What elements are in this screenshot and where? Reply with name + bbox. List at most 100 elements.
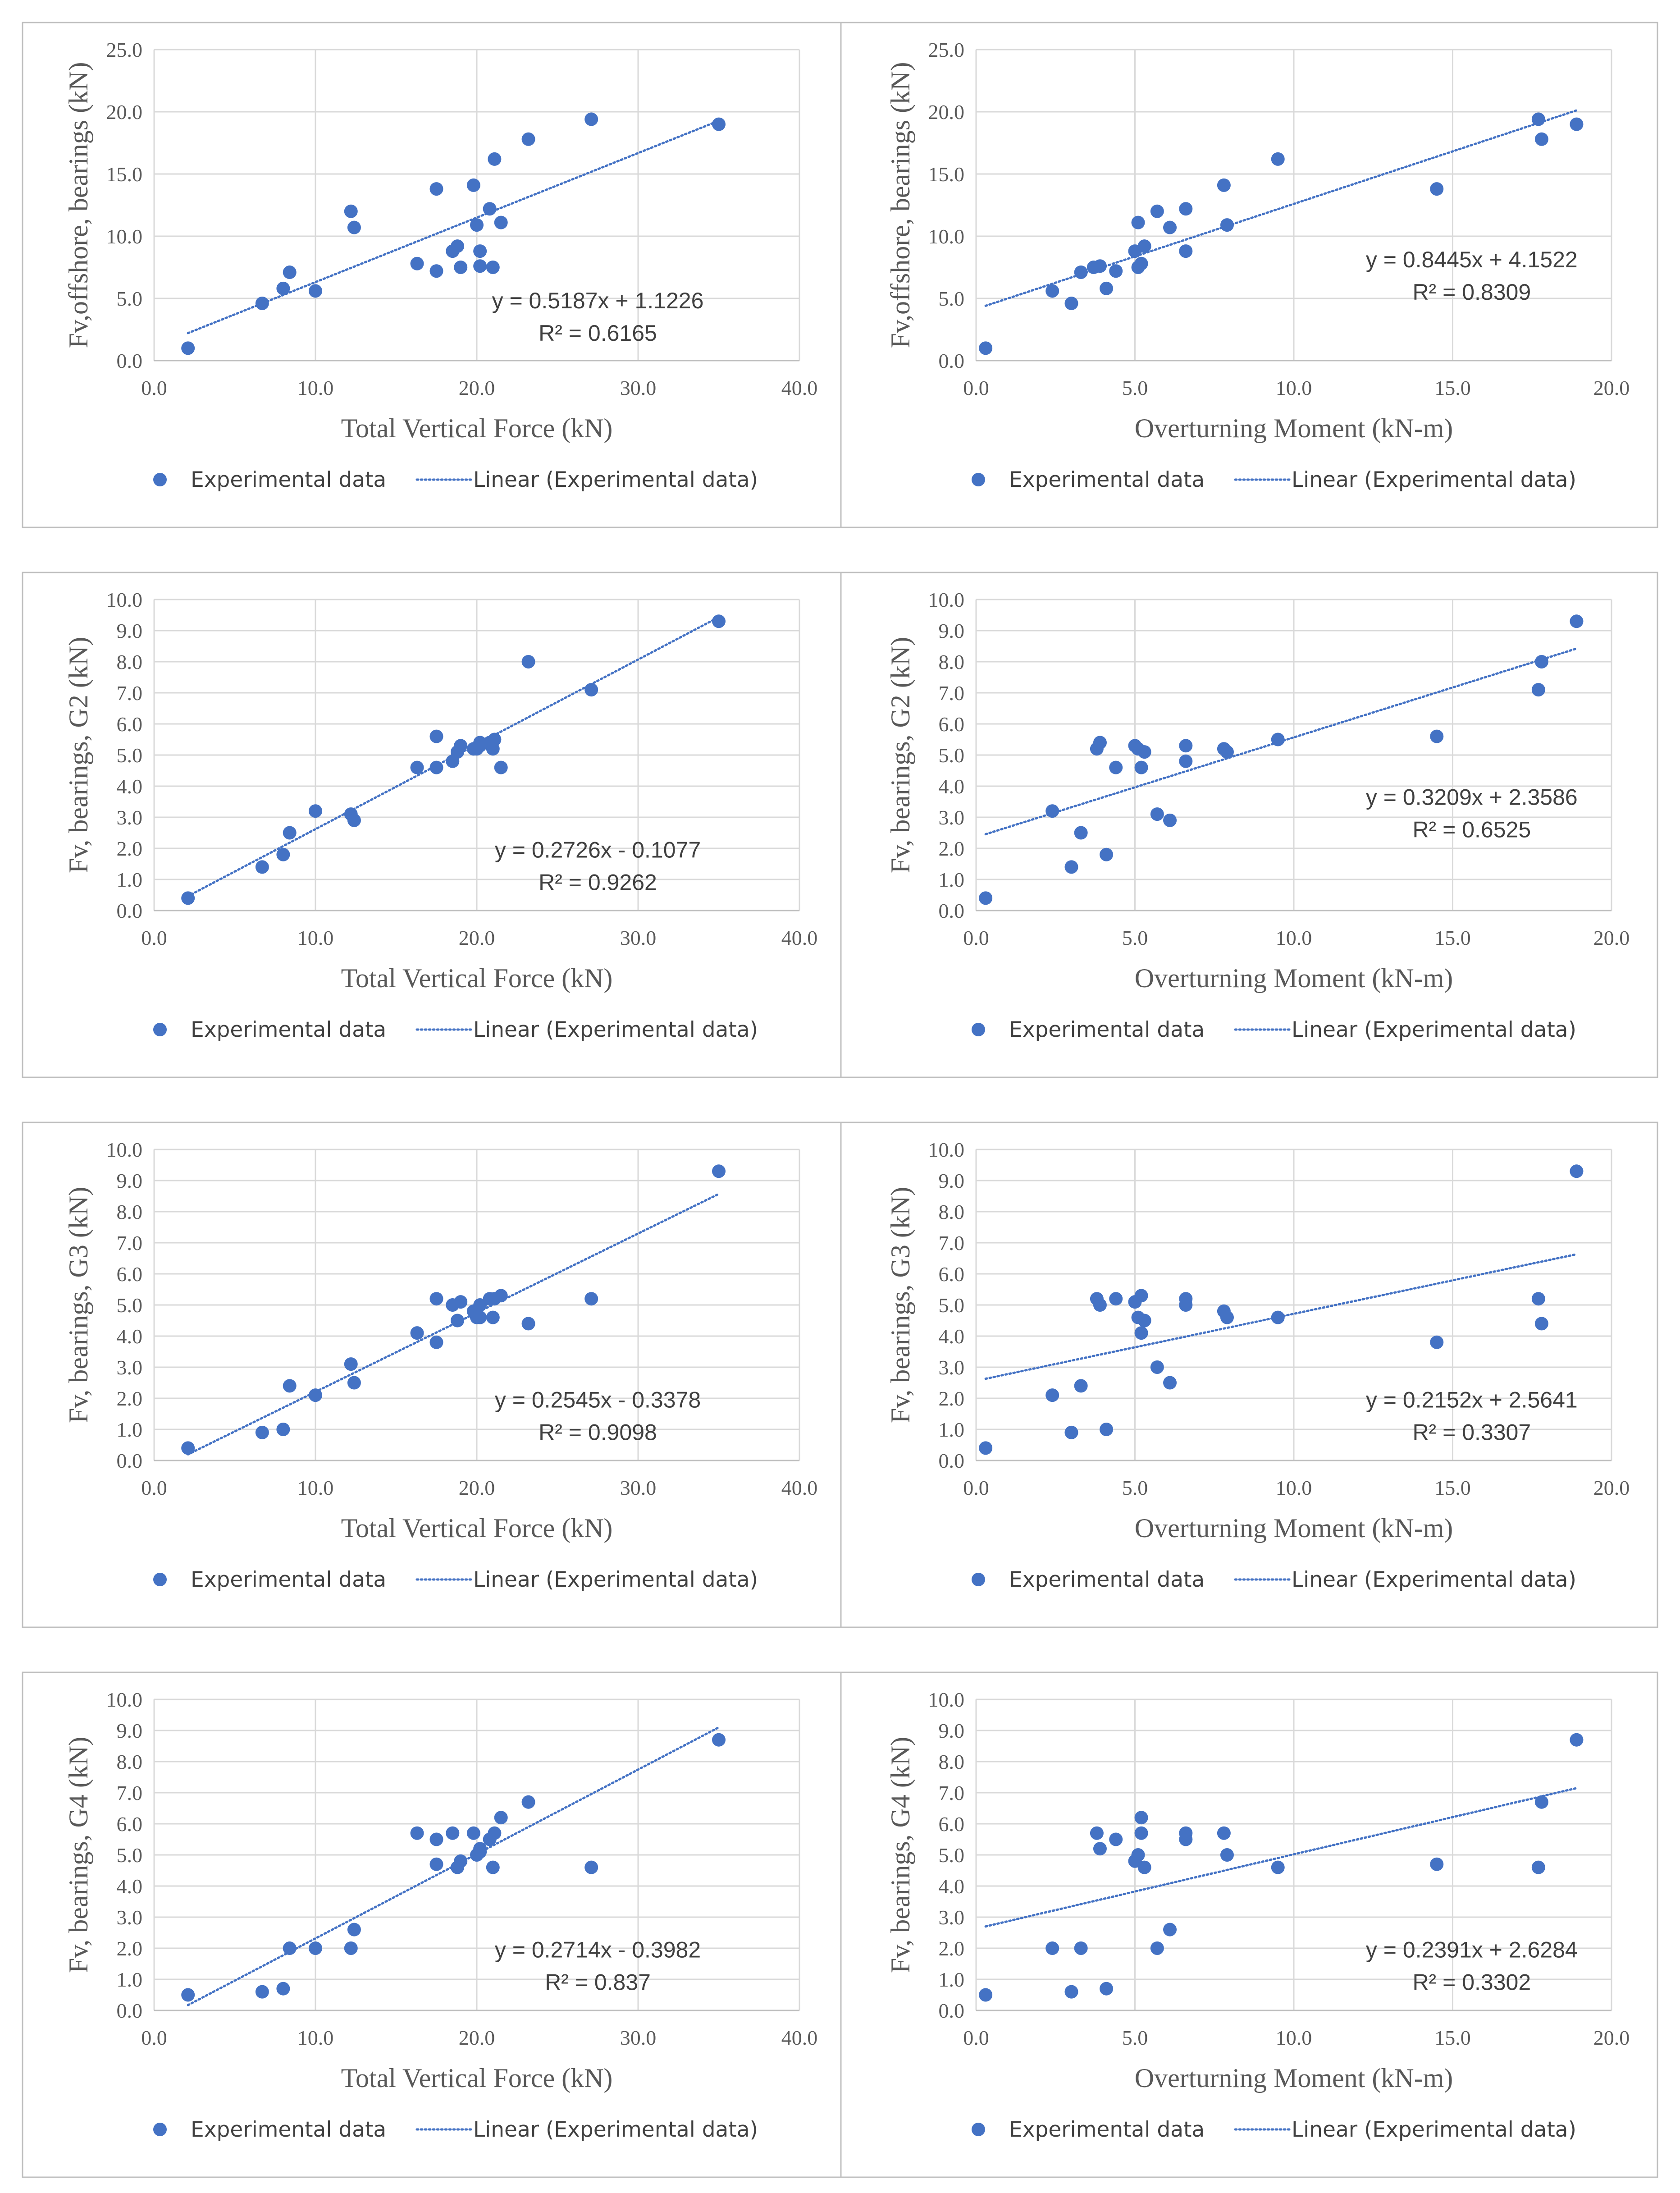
- data-point: [473, 1311, 487, 1324]
- data-point: [1179, 755, 1192, 768]
- legend-label-trendline: Linear (Experimental data): [473, 1017, 758, 1042]
- data-point: [347, 221, 361, 234]
- y-tick-label: 4.0: [117, 1875, 143, 1898]
- y-tick-label: 5.0: [939, 1294, 965, 1317]
- y-tick-label: 2.0: [117, 837, 143, 860]
- data-point: [1135, 1289, 1148, 1302]
- x-tick-label: 10.0: [1276, 926, 1312, 949]
- data-point: [1045, 804, 1059, 818]
- data-point: [446, 1827, 459, 1840]
- regression-equation: y = 0.2714x - 0.3982: [495, 1937, 701, 1963]
- data-point: [1045, 1941, 1059, 1955]
- y-tick-label: 5.0: [117, 1844, 143, 1867]
- legend-marker: [972, 473, 985, 486]
- data-point: [256, 1426, 269, 1439]
- data-point: [1220, 218, 1234, 232]
- y-tick-label: 2.0: [939, 1387, 965, 1410]
- x-tick-label: 0.0: [963, 926, 989, 949]
- y-tick-label: 0.0: [117, 1449, 143, 1472]
- y-tick-label: 3.0: [939, 806, 965, 829]
- y-tick-label: 10.0: [106, 588, 143, 611]
- data-point: [430, 1833, 443, 1846]
- data-point: [1065, 860, 1078, 874]
- x-tick-label: 30.0: [620, 376, 657, 399]
- data-point: [473, 259, 487, 273]
- legend-marker: [972, 1573, 985, 1586]
- data-point: [1271, 733, 1285, 746]
- y-tick-label: 1.0: [117, 1968, 143, 1991]
- data-point: [283, 1379, 297, 1392]
- x-tick-label: 10.0: [297, 2026, 334, 2049]
- regression-equation: y = 0.8445x + 4.1522: [1366, 247, 1578, 272]
- data-point: [1220, 745, 1234, 759]
- y-tick-label: 5.0: [117, 1294, 143, 1317]
- y-axis-title: Fv,offshore, bearings (kN): [886, 62, 915, 348]
- data-point: [347, 1376, 361, 1390]
- data-point: [584, 113, 598, 126]
- data-point: [454, 1854, 467, 1868]
- x-tick-label: 10.0: [297, 376, 334, 399]
- data-point: [283, 1941, 297, 1955]
- data-point: [1570, 1164, 1583, 1178]
- data-point: [486, 1311, 500, 1324]
- data-point: [1271, 1861, 1285, 1874]
- y-tick-label: 20.0: [928, 101, 965, 124]
- data-point: [488, 152, 501, 166]
- data-point: [1179, 1833, 1192, 1846]
- legend-label-data: Experimental data: [191, 1567, 386, 1592]
- y-tick-label: 2.0: [117, 1937, 143, 1960]
- data-point: [1074, 266, 1088, 279]
- y-tick-label: 2.0: [939, 1937, 965, 1960]
- data-point: [1100, 848, 1113, 861]
- x-axis-title: Total Vertical Force (kN): [341, 963, 613, 993]
- legend-label-data: Experimental data: [1009, 2117, 1205, 2142]
- x-tick-label: 0.0: [141, 2026, 167, 2049]
- y-tick-label: 6.0: [117, 1263, 143, 1286]
- x-tick-label: 0.0: [141, 376, 167, 399]
- y-tick-label: 9.0: [117, 1169, 143, 1192]
- y-tick-label: 2.0: [939, 837, 965, 860]
- legend-label-trendline: Linear (Experimental data): [1292, 2117, 1576, 2142]
- legend-label-data: Experimental data: [191, 1017, 386, 1042]
- chart-frame: [23, 1122, 841, 1627]
- r-squared-label: R² = 0.6525: [1412, 817, 1531, 842]
- x-tick-label: 10.0: [297, 1476, 334, 1499]
- r-squared-label: R² = 0.9262: [539, 870, 657, 895]
- data-point: [1179, 244, 1192, 258]
- legend-label-data: Experimental data: [191, 467, 386, 492]
- legend-marker: [972, 1023, 985, 1036]
- data-point: [522, 1317, 535, 1330]
- y-tick-label: 0.0: [939, 1449, 965, 1472]
- data-point: [1138, 745, 1151, 759]
- data-point: [344, 205, 358, 218]
- legend-label-data: Experimental data: [1009, 1567, 1205, 1592]
- data-point: [430, 1292, 443, 1305]
- y-tick-label: 5.0: [939, 744, 965, 767]
- y-tick-label: 15.0: [928, 163, 965, 186]
- y-tick-label: 7.0: [117, 1781, 143, 1804]
- y-tick-label: 1.0: [939, 1418, 965, 1441]
- data-point: [276, 1423, 290, 1436]
- data-point: [309, 284, 322, 298]
- data-point: [1179, 739, 1192, 752]
- figure-panel-grid: 0.05.010.015.020.025.00.0 10.0 20.0 30.0 40.…: [0, 0, 1680, 2193]
- data-point: [584, 683, 598, 696]
- data-point: [470, 218, 484, 232]
- data-point: [276, 848, 290, 861]
- x-tick-label: 20.0: [459, 926, 495, 949]
- y-tick-label: 0.0: [117, 1999, 143, 2022]
- y-tick-label: 3.0: [117, 806, 143, 829]
- legend-label-data: Experimental data: [1009, 1017, 1205, 1042]
- data-point: [1132, 216, 1145, 229]
- data-point: [430, 730, 443, 743]
- data-point: [1570, 118, 1583, 131]
- y-tick-label: 1.0: [939, 1968, 965, 1991]
- data-point: [430, 1336, 443, 1349]
- y-tick-label: 8.0: [117, 1750, 143, 1773]
- y-tick-label: 0.0: [939, 899, 965, 922]
- regression-equation: y = 0.2152x + 2.5641: [1366, 1387, 1578, 1413]
- y-tick-label: 3.0: [117, 1356, 143, 1379]
- data-point: [486, 1861, 500, 1874]
- data-point: [1100, 282, 1113, 295]
- y-tick-label: 10.0: [106, 225, 143, 248]
